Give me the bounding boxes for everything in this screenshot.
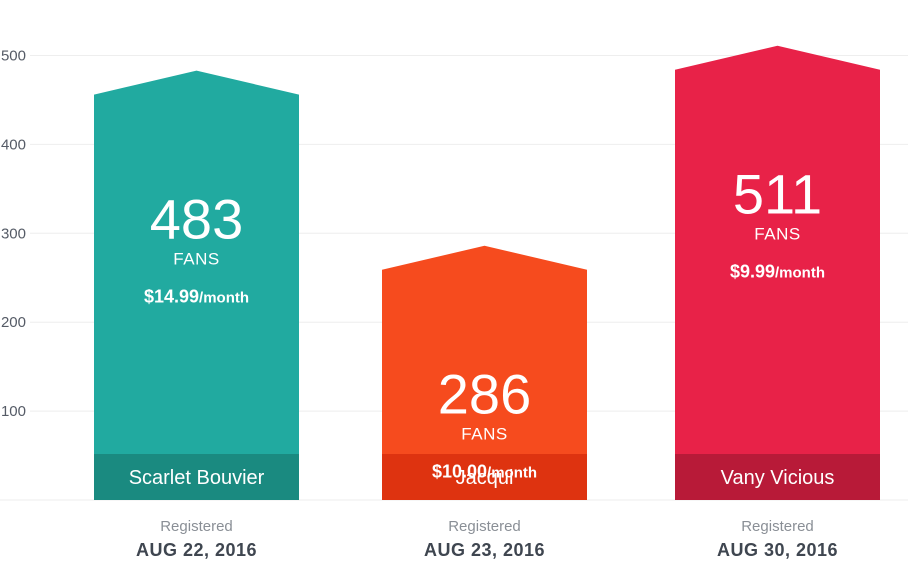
bar-name-label: Scarlet Bouvier	[129, 467, 265, 489]
y-tick-label: 400	[1, 136, 26, 153]
bar-unit-label: FANS	[461, 425, 507, 444]
bar-value-label: 511	[733, 163, 822, 226]
y-tick-label: 500	[1, 48, 26, 65]
bar-unit-label: FANS	[173, 250, 219, 269]
bars: Scarlet Bouvier483FANS$14.99/monthRegist…	[94, 45, 880, 560]
registered-date: AUG 30, 2016	[717, 540, 838, 560]
registered-label: Registered	[741, 518, 814, 535]
y-tick-label: 300	[1, 225, 26, 242]
bar-name-label: Jacqui	[456, 467, 514, 489]
bar-name-band	[94, 454, 299, 500]
bar-name-band	[675, 454, 880, 500]
y-axis: 100 200 300 400 500	[1, 48, 26, 421]
registered-label: Registered	[160, 518, 233, 535]
y-tick-label: 200	[1, 314, 26, 331]
y-tick-label: 100	[1, 403, 26, 420]
bar-price-label: $9.99/month	[730, 262, 825, 282]
registered-date: AUG 22, 2016	[136, 540, 257, 560]
bar-unit-label: FANS	[754, 225, 800, 244]
bar-name-band	[382, 454, 587, 500]
bar-price-label: $14.99/month	[144, 287, 249, 307]
bar-value-label: 483	[150, 188, 243, 251]
bar	[675, 45, 880, 500]
bar-name-label: Vany Vicious	[721, 467, 835, 489]
bar-value-label: 286	[438, 363, 531, 426]
bar-price-label: $10.00/month	[432, 462, 537, 482]
bar	[94, 70, 299, 500]
registered-date: AUG 23, 2016	[424, 540, 545, 560]
bar	[382, 245, 587, 500]
registered-label: Registered	[448, 518, 521, 535]
